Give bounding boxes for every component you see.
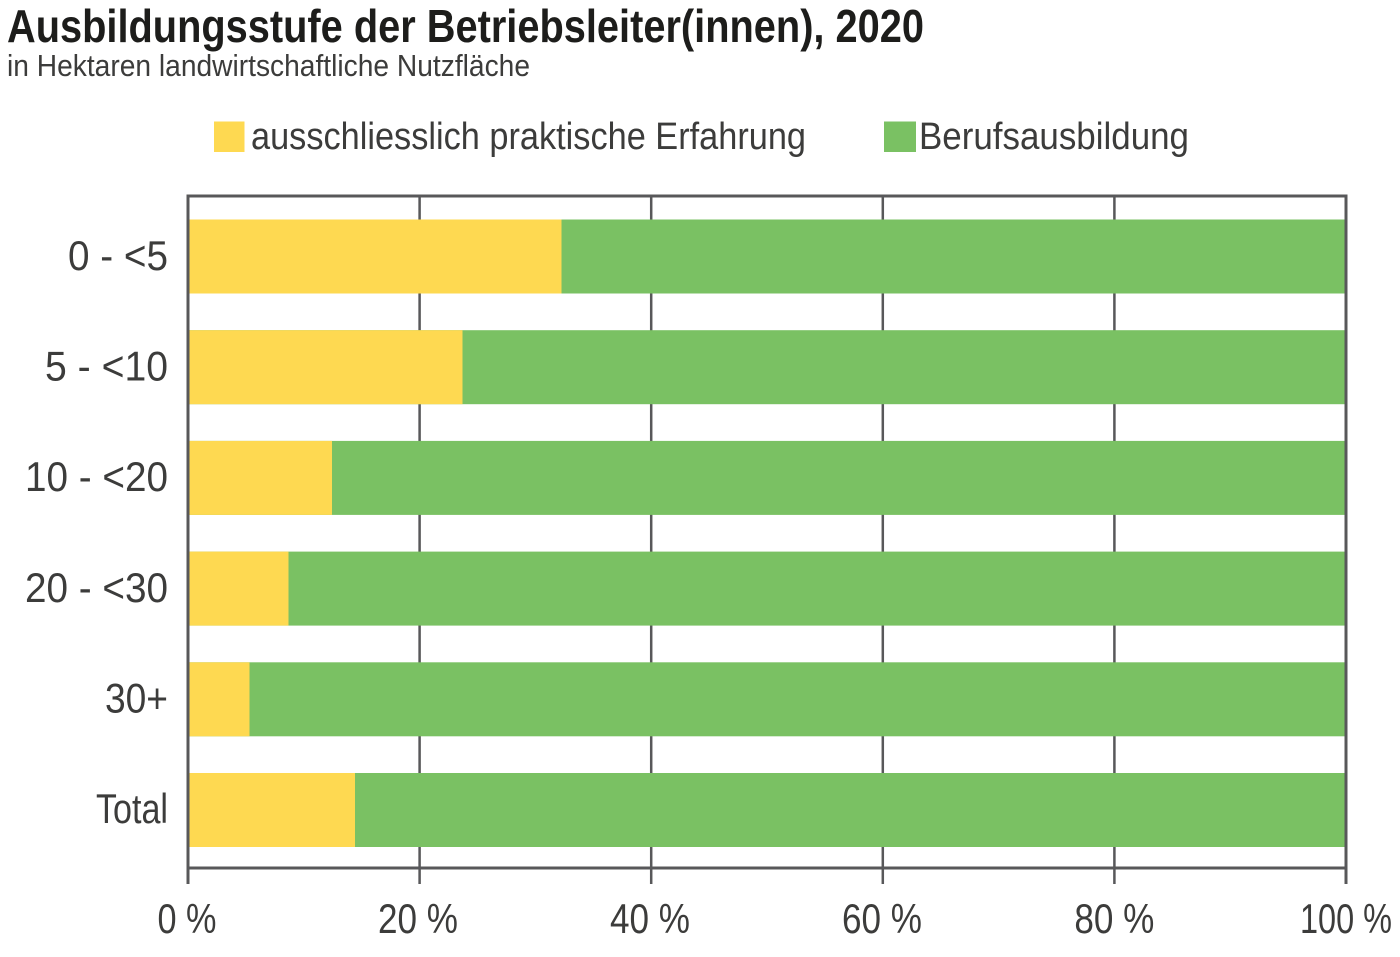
- svg-text:60 %: 60 %: [842, 895, 922, 942]
- svg-text:Berufsausbildung: Berufsausbildung: [919, 116, 1189, 158]
- svg-text:0 %: 0 %: [158, 895, 217, 942]
- svg-text:40 %: 40 %: [610, 895, 690, 942]
- svg-text:Total: Total: [96, 785, 168, 832]
- svg-text:20 %: 20 %: [378, 895, 458, 942]
- svg-text:5 - <10: 5 - <10: [45, 342, 168, 389]
- svg-text:in Hektaren landwirtschaftlich: in Hektaren landwirtschaftliche Nutzfläc…: [7, 48, 530, 83]
- svg-text:0 - <5: 0 - <5: [68, 232, 168, 279]
- svg-text:Ausbildungsstufe der Betriebsl: Ausbildungsstufe der Betriebsleiter(inne…: [7, 0, 924, 52]
- svg-text:ausschliesslich praktische Erf: ausschliesslich praktische Erfahrung: [251, 116, 806, 158]
- svg-text:20 - <30: 20 - <30: [25, 564, 168, 611]
- svg-text:80 %: 80 %: [1074, 895, 1154, 942]
- svg-text:10 - <20: 10 - <20: [25, 453, 168, 500]
- svg-text:30+: 30+: [105, 675, 168, 722]
- svg-text:100 %: 100 %: [1300, 895, 1392, 942]
